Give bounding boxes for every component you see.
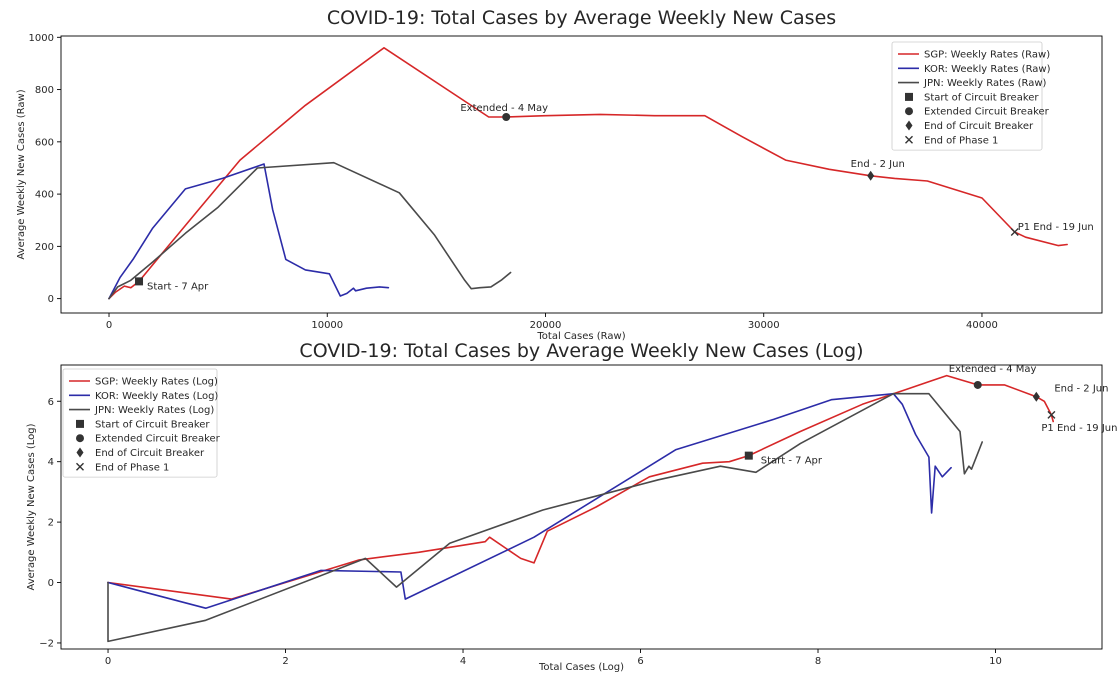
event-annotation: Extended - 4 May [460, 103, 548, 114]
x-tick-label: 30000 [748, 320, 780, 331]
series-line-1 [108, 46, 1068, 300]
legend-marker-x [76, 462, 84, 471]
series-line-2 [107, 392, 952, 610]
legend-marker-diamond [76, 447, 84, 458]
x-tick-label: 20000 [530, 320, 562, 331]
chart-title: COVID-19: Total Cases by Average Weekly … [299, 340, 863, 362]
legend-label: SGP: Weekly Rates (Log) [95, 377, 218, 388]
y-tick-label: 6 [48, 397, 54, 408]
y-tick-label: 2 [48, 518, 54, 529]
event-annotation: Start - 7 Apr [761, 456, 823, 467]
series-line-2 [108, 163, 390, 300]
series-line-1 [107, 374, 1054, 600]
event-annotation: End - 2 Jun [1054, 384, 1108, 395]
chart-1: COVID-19: Total Cases by Average Weekly … [16, 7, 1103, 342]
event-annotation: Start - 7 Apr [147, 281, 209, 292]
y-tick-label: 1000 [29, 33, 54, 44]
y-axis-label: Average Weekly New Cases (Raw) [16, 89, 27, 259]
chart-title: COVID-19: Total Cases by Average Weekly … [327, 7, 836, 29]
event-annotation: P1 End - 19 Jun [1018, 222, 1094, 233]
legend-marker-x [905, 135, 913, 144]
legend-label: Start of Circuit Breaker [95, 419, 210, 430]
chart-2: COVID-19: Total Cases by Average Weekly … [26, 340, 1117, 673]
y-tick-label: 0 [48, 294, 54, 305]
x-axis-label: Total Cases (Log) [538, 662, 624, 673]
y-tick-label: −2 [39, 638, 54, 649]
event-annotation: Extended - 4 May [949, 364, 1037, 375]
series-line-3 [108, 161, 512, 300]
x-tick-label: 0 [106, 320, 112, 331]
legend-marker-circle [76, 434, 84, 443]
legend-label: End of Phase 1 [95, 462, 169, 473]
legend-label: SGP: Weekly Rates (Raw) [924, 50, 1050, 61]
legend-label: Extended Circuit Breaker [95, 434, 221, 445]
plot-frame [60, 35, 1103, 314]
y-tick-label: 200 [35, 242, 54, 253]
x-tick-label: 10 [989, 656, 1002, 667]
legend-label: KOR: Weekly Rates (Log) [95, 391, 218, 402]
legend-label: End of Circuit Breaker [95, 448, 205, 459]
plot-frame [60, 364, 1103, 650]
event-marker-diamond [1032, 391, 1040, 402]
x-tick-label: 40000 [966, 320, 998, 331]
x-axis-label: Total Cases (Raw) [536, 331, 625, 342]
y-tick-label: 4 [48, 457, 54, 468]
y-tick-label: 400 [35, 190, 54, 201]
legend-label: End of Circuit Breaker [924, 121, 1034, 132]
legend-marker-square [905, 92, 913, 101]
legend-marker-diamond [905, 120, 913, 131]
x-tick-label: 0 [105, 656, 111, 667]
legend-box [62, 368, 218, 478]
series-line-3 [107, 392, 984, 643]
event-marker-x [1010, 227, 1019, 236]
x-tick-label: 8 [815, 656, 821, 667]
y-tick-label: 600 [35, 137, 54, 148]
event-marker-square [135, 277, 144, 286]
event-marker-square [744, 451, 753, 460]
x-tick-label: 10000 [311, 320, 343, 331]
legend-label: KOR: Weekly Rates (Raw) [924, 64, 1051, 75]
event-marker-diamond [867, 170, 875, 181]
y-tick-label: 0 [48, 578, 54, 589]
x-tick-label: 6 [637, 656, 643, 667]
legend-label: Start of Circuit Breaker [924, 92, 1039, 103]
y-axis-label: Average Weekly New Cases (Log) [26, 423, 37, 590]
event-marker-x [1047, 410, 1056, 419]
legend-label: JPN: Weekly Rates (Log) [94, 405, 214, 416]
x-tick-label: 2 [282, 656, 288, 667]
legend-label: JPN: Weekly Rates (Raw) [923, 78, 1047, 89]
y-tick-label: 800 [35, 85, 54, 96]
legend-label: Extended Circuit Breaker [924, 107, 1050, 118]
x-tick-label: 4 [460, 656, 466, 667]
legend-marker-circle [905, 107, 913, 116]
event-marker-circle [502, 113, 511, 122]
event-marker-circle [973, 380, 982, 389]
legend: SGP: Weekly Rates (Raw) KOR: Weekly Rates… [891, 41, 1051, 151]
legend: SGP: Weekly Rates (Log) KOR: Weekly Rates… [62, 368, 221, 478]
legend-marker-square [76, 419, 84, 428]
event-annotation: P1 End - 19 Jun [1041, 423, 1117, 434]
event-annotation: End - 2 Jun [851, 159, 905, 170]
legend-box [891, 41, 1043, 151]
legend-label: End of Phase 1 [924, 135, 998, 146]
